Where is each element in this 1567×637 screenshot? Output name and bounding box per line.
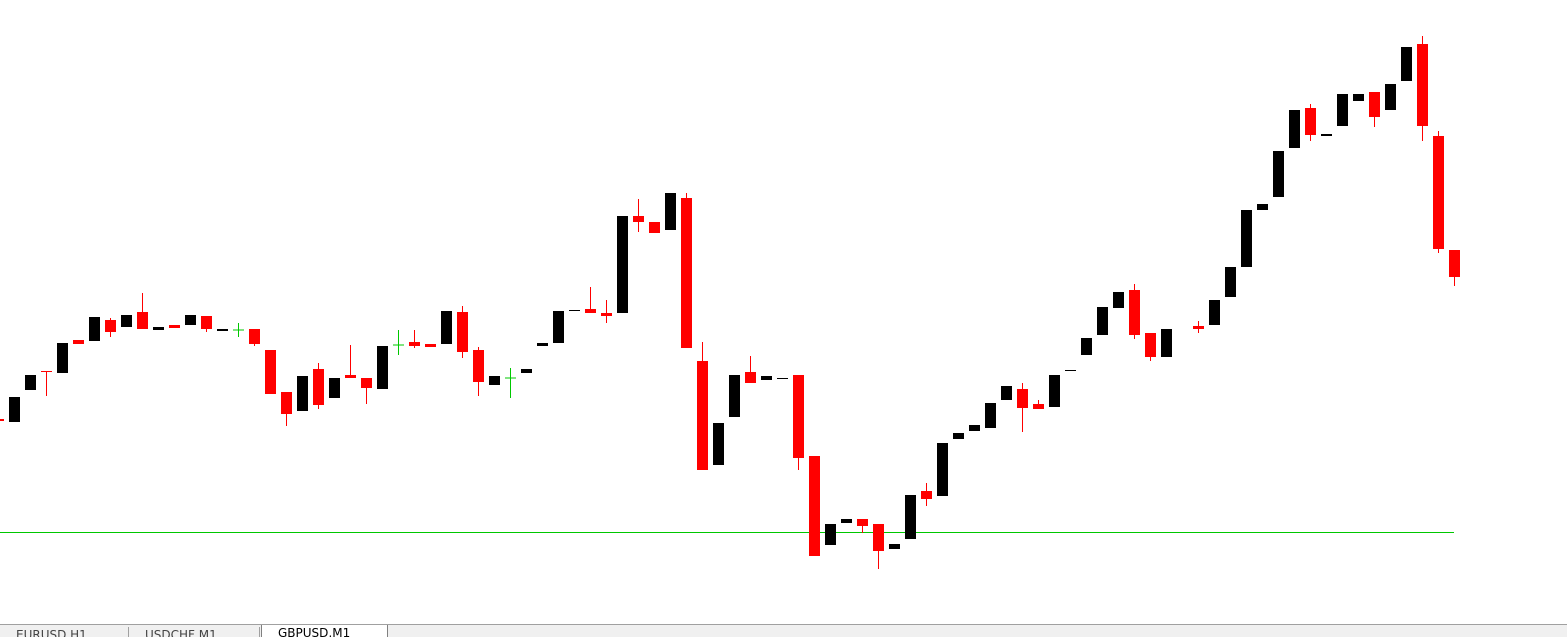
tab-bar: EURUSD,H1 USDCHF,M1 GBPUSD,M1 xyxy=(0,624,1567,637)
candle-body xyxy=(537,343,548,346)
candle-body xyxy=(217,329,228,331)
candle-body xyxy=(1001,386,1012,400)
candle-body xyxy=(1273,151,1284,197)
candle-body xyxy=(649,222,660,233)
candle-body xyxy=(857,519,868,526)
chart xyxy=(0,36,1460,569)
candle-body xyxy=(473,350,484,382)
candle-body xyxy=(89,317,100,341)
candle-body xyxy=(57,343,68,373)
candle-body xyxy=(777,378,788,379)
candle-body xyxy=(1257,204,1268,210)
candle-body xyxy=(25,375,36,390)
candle-body xyxy=(281,392,292,414)
candle-body xyxy=(1097,307,1108,335)
candle-body xyxy=(249,329,260,344)
candle-body xyxy=(1193,326,1204,329)
tab[interactable]: GBPUSD,M1 xyxy=(261,625,388,637)
candle-body xyxy=(1161,329,1172,357)
candle-body xyxy=(1449,250,1460,277)
candle-body xyxy=(1353,94,1364,101)
candle-body xyxy=(0,419,4,421)
candle-body xyxy=(265,350,276,394)
candle-body xyxy=(1049,375,1060,407)
candle-body xyxy=(553,311,564,343)
candle-body xyxy=(793,375,804,458)
candle-body xyxy=(585,309,596,313)
candle-body xyxy=(1065,370,1076,371)
candle-body xyxy=(809,456,820,556)
candle-body xyxy=(889,544,900,549)
candle-body xyxy=(905,495,916,539)
tab[interactable]: USDCHF,M1 xyxy=(129,627,260,637)
candle-body xyxy=(41,371,52,372)
candle-body xyxy=(425,344,436,347)
candle-body xyxy=(665,193,676,230)
candle-body xyxy=(969,425,980,431)
candle-body xyxy=(1305,108,1316,135)
candle-body xyxy=(937,443,948,496)
candle-body xyxy=(361,378,372,388)
candle-body xyxy=(1033,404,1044,409)
candle-body xyxy=(1321,134,1332,136)
candle-body xyxy=(297,376,308,411)
candle-body xyxy=(345,375,356,378)
candle-body xyxy=(1385,84,1396,110)
candle-body xyxy=(121,315,132,327)
candle-body xyxy=(169,325,180,328)
candle-body xyxy=(521,369,532,373)
candle-body xyxy=(489,376,500,385)
candle-body xyxy=(329,378,340,398)
candle-body xyxy=(105,320,116,332)
candle-body xyxy=(313,369,324,405)
candle-body xyxy=(1337,94,1348,126)
candle-body xyxy=(617,216,628,313)
candle-body xyxy=(1417,44,1428,126)
candle-body xyxy=(569,310,580,311)
candle-body xyxy=(457,312,468,352)
candle-body xyxy=(9,397,20,422)
candle-body xyxy=(761,376,772,380)
candle-body xyxy=(745,372,756,383)
candle-body xyxy=(953,433,964,439)
candle-body xyxy=(137,312,148,329)
candle-body xyxy=(921,491,932,499)
candle-body xyxy=(1129,290,1140,335)
candle-body xyxy=(1241,210,1252,267)
candle-body xyxy=(1369,92,1380,117)
candle-body xyxy=(1433,136,1444,249)
candle-body xyxy=(633,216,644,222)
candle-body xyxy=(201,316,212,329)
candle-body xyxy=(185,315,196,325)
candle-body xyxy=(441,311,452,344)
candle-body xyxy=(681,198,692,348)
candle-body xyxy=(1225,267,1236,297)
candle-body xyxy=(1289,110,1300,148)
candle-body xyxy=(1145,333,1156,357)
candle-body xyxy=(73,340,84,344)
candle-body xyxy=(1113,292,1124,308)
candle-body xyxy=(841,519,852,523)
candle-body xyxy=(1209,300,1220,325)
tab[interactable]: EURUSD,H1 xyxy=(0,627,129,637)
candle-body xyxy=(729,375,740,417)
candle-body xyxy=(377,346,388,389)
candle-body xyxy=(1017,389,1028,408)
candle-body xyxy=(985,403,996,428)
candle-body xyxy=(713,423,724,465)
candle-body xyxy=(1081,338,1092,355)
candle-body xyxy=(697,361,708,470)
candle-body xyxy=(153,327,164,330)
candle-body xyxy=(873,524,884,551)
candle-body xyxy=(409,342,420,346)
candle-body xyxy=(601,313,612,316)
candle-body xyxy=(1401,47,1412,81)
candle-body xyxy=(825,524,836,545)
